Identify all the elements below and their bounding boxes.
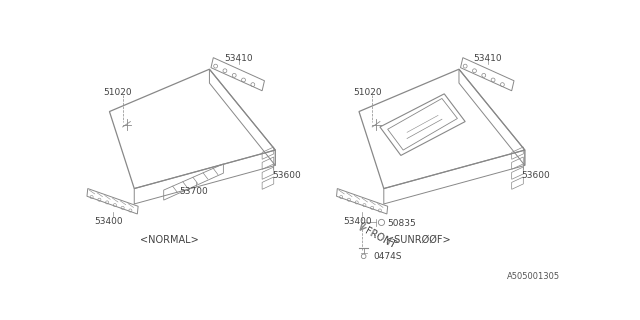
Text: 53410: 53410 bbox=[474, 54, 502, 63]
Text: <SUNRØØF>: <SUNRØØF> bbox=[387, 235, 451, 245]
Text: <NORMAL>: <NORMAL> bbox=[140, 235, 198, 245]
Text: A505001305: A505001305 bbox=[508, 272, 561, 281]
Text: 51020: 51020 bbox=[103, 88, 132, 98]
Text: 53600: 53600 bbox=[522, 171, 550, 180]
Text: 53400: 53400 bbox=[94, 217, 123, 226]
Text: 53600: 53600 bbox=[272, 171, 301, 180]
Text: 50835: 50835 bbox=[387, 219, 415, 228]
Text: 0474S: 0474S bbox=[374, 252, 402, 261]
Text: 53400: 53400 bbox=[344, 217, 372, 226]
Text: 51020: 51020 bbox=[353, 88, 381, 98]
Text: 53410: 53410 bbox=[224, 54, 253, 63]
Text: 53700: 53700 bbox=[179, 187, 208, 196]
Text: FRONT: FRONT bbox=[363, 226, 397, 250]
